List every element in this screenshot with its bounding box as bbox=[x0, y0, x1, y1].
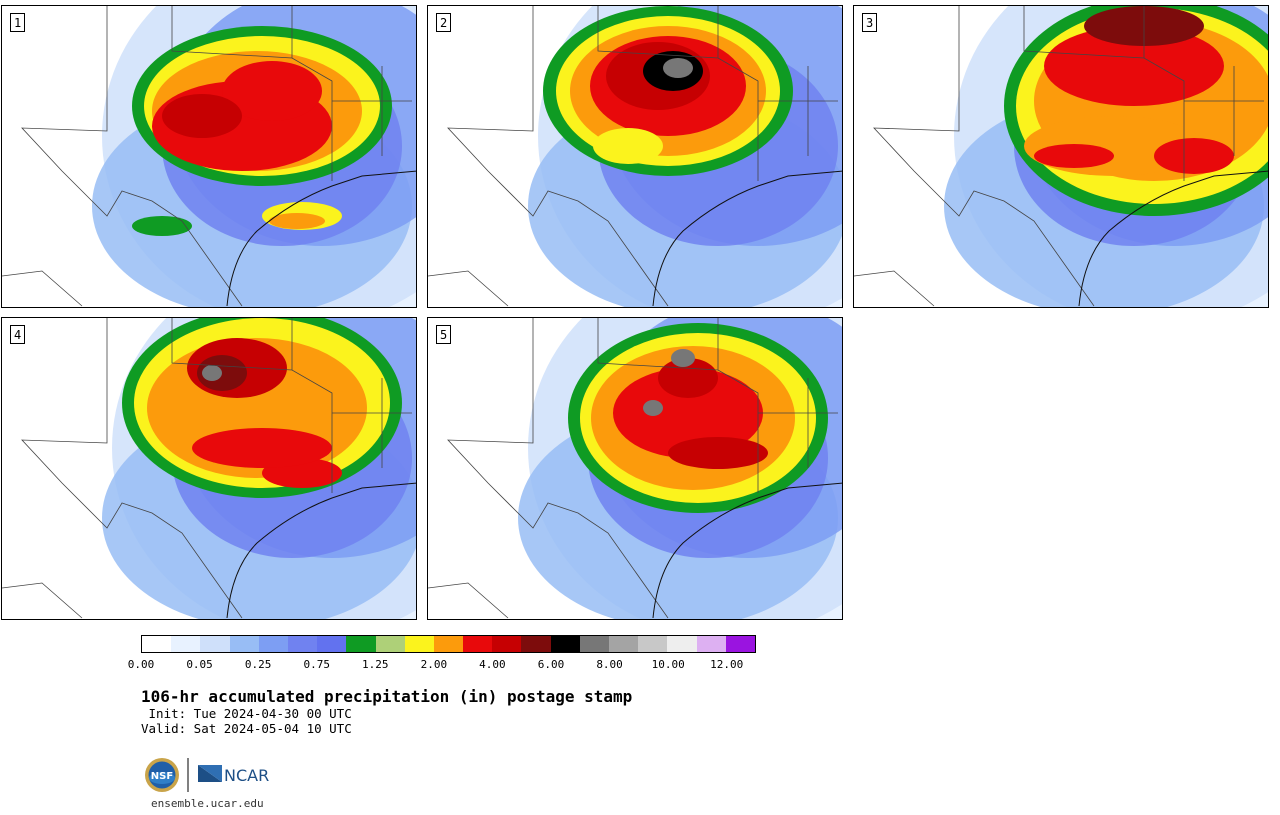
coastline bbox=[652, 170, 842, 307]
valid-time: Valid: Sat 2024-05-04 10 UTC bbox=[141, 721, 352, 736]
precip-contour bbox=[222, 61, 322, 121]
ensemble-member-panel-1: 1 bbox=[1, 5, 417, 308]
coastline bbox=[226, 170, 416, 307]
colorbar-segment bbox=[258, 636, 288, 652]
precip-contour bbox=[613, 368, 763, 458]
colorbar-tick-label: 6.00 bbox=[537, 658, 565, 671]
precip-contour bbox=[1154, 138, 1234, 174]
state-boundaries bbox=[854, 6, 1264, 307]
coastline bbox=[652, 482, 842, 619]
precip-contour bbox=[1044, 26, 1224, 106]
colorbar-tick-label: 0.00 bbox=[127, 658, 155, 671]
precip-contour bbox=[1034, 144, 1114, 168]
colorbar-tick-label: 0.75 bbox=[303, 658, 330, 671]
ensemble-member-panel-5: 5 bbox=[427, 317, 843, 620]
coastline bbox=[1078, 170, 1268, 307]
precip-contour bbox=[192, 428, 332, 468]
panel-number-label: 4 bbox=[10, 325, 26, 344]
colorbar-tick-label: 0.05 bbox=[186, 658, 213, 671]
panel-number-label: 2 bbox=[436, 13, 452, 32]
precip-contour bbox=[658, 358, 718, 398]
state-boundaries bbox=[2, 6, 412, 307]
colorbar-tick-label: 8.00 bbox=[596, 658, 623, 671]
precip-map-2 bbox=[428, 6, 842, 307]
colorbar-segment bbox=[171, 636, 201, 652]
colorbar-segment bbox=[317, 636, 347, 652]
colorbar-tick-label: 12.00 bbox=[710, 658, 744, 671]
precip-contour bbox=[132, 216, 192, 236]
precip-contour bbox=[663, 58, 693, 78]
colorbar-segment bbox=[142, 636, 172, 652]
colorbar-segment bbox=[433, 636, 464, 652]
colorbar-segment bbox=[550, 636, 580, 652]
colorbar-segment bbox=[229, 636, 259, 652]
precip-colorbar bbox=[141, 635, 756, 653]
precip-contour bbox=[668, 437, 768, 469]
precip-contour bbox=[643, 400, 663, 416]
precip-map-1 bbox=[2, 6, 416, 307]
precip-contour bbox=[162, 94, 242, 138]
panel-number-label: 1 bbox=[10, 13, 26, 32]
colorbar-segment bbox=[609, 636, 639, 652]
ensemble-member-panel-3: 3 bbox=[853, 5, 1269, 308]
colorbar-tick-label: 2.00 bbox=[420, 658, 448, 671]
colorbar-tick-label: 10.00 bbox=[651, 658, 685, 671]
ncar-logo-text: NCAR bbox=[224, 766, 269, 785]
nsf-logo-text: NSF bbox=[151, 771, 173, 782]
plot-title: 106-hr accumulated precipitation (in) po… bbox=[141, 687, 633, 706]
colorbar-segment bbox=[287, 636, 318, 652]
site-url: ensemble.ucar.edu bbox=[151, 797, 264, 810]
panel-number-label: 5 bbox=[436, 325, 452, 344]
colorbar-segment bbox=[696, 636, 726, 652]
colorbar-segment bbox=[346, 636, 376, 652]
colorbar-tick-label: 4.00 bbox=[479, 658, 506, 671]
colorbar-segment bbox=[667, 636, 697, 652]
ncar-logo: NCAR bbox=[198, 765, 269, 785]
colorbar-segment bbox=[492, 636, 522, 652]
precip-contour bbox=[202, 365, 222, 381]
ensemble-member-panel-4: 4 bbox=[1, 317, 417, 620]
colorbar-segment bbox=[375, 636, 405, 652]
colorbar-segment bbox=[638, 636, 668, 652]
panel-number-label: 3 bbox=[862, 13, 878, 32]
colorbar-segment bbox=[200, 636, 230, 652]
sponsor-logos: NSF NCAR bbox=[144, 757, 274, 793]
precip-contour bbox=[593, 128, 663, 164]
precip-contour bbox=[671, 349, 695, 367]
precip-map-4 bbox=[2, 318, 416, 619]
colorbar-tick-label: 1.25 bbox=[362, 658, 389, 671]
coastline bbox=[226, 482, 416, 619]
colorbar-segment bbox=[404, 636, 434, 652]
colorbar-tick-labels: 0.00 0.05 0.25 0.75 1.25 2.00 4.00 6.00 8.00 10.0… bbox=[128, 658, 756, 672]
state-boundaries bbox=[2, 318, 412, 619]
state-boundaries bbox=[428, 318, 838, 619]
colorbar-segment bbox=[463, 636, 493, 652]
colorbar-segment bbox=[725, 636, 755, 652]
colorbar-segment bbox=[579, 636, 609, 652]
colorbar-tick-label: 0.25 bbox=[244, 658, 272, 671]
nsf-logo: NSF bbox=[145, 758, 179, 792]
precip-map-5 bbox=[428, 318, 842, 619]
state-boundaries bbox=[428, 6, 838, 307]
init-time: Init: Tue 2024-04-30 00 UTC bbox=[141, 706, 352, 721]
colorbar-segment bbox=[521, 636, 551, 652]
precip-contour bbox=[269, 213, 325, 229]
precip-map-3 bbox=[854, 6, 1268, 307]
ensemble-member-panel-2: 2 bbox=[427, 5, 843, 308]
